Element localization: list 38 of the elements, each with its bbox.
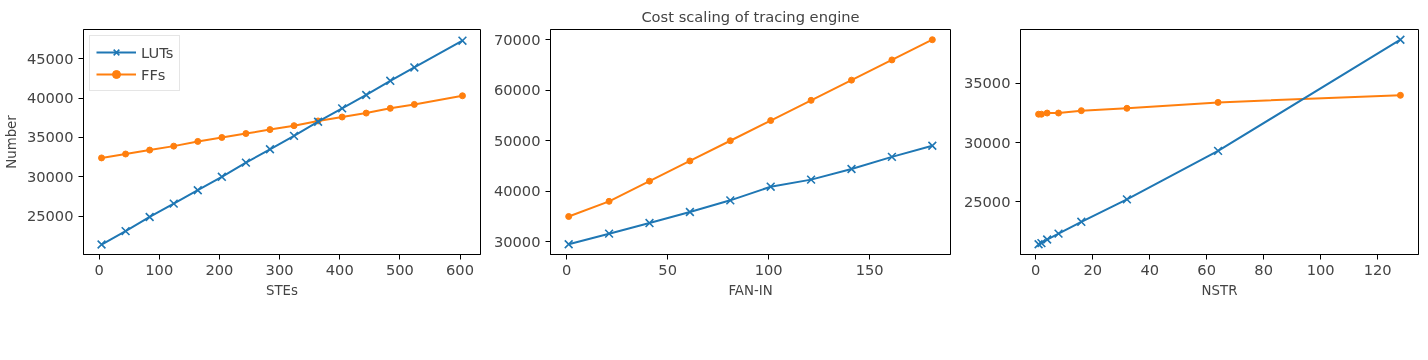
x-tick-label: 100: [145, 260, 174, 278]
y-tick-label: 35000: [963, 74, 1011, 92]
x-tick-label: 200: [205, 260, 234, 278]
y-tick-label: 50000: [493, 131, 541, 149]
y-tick-label: 40000: [26, 89, 74, 107]
x-tick-label: 60: [1197, 260, 1217, 278]
x-tick-label: 300: [265, 260, 294, 278]
y-tick-label: 25000: [26, 207, 74, 225]
y-tick-label: 40000: [493, 182, 541, 200]
y-tick-label: 45000: [26, 49, 74, 67]
legend-label: FFs: [141, 65, 166, 83]
y-tick-label: 30000: [26, 167, 74, 185]
x-tick-label: 0: [562, 260, 572, 278]
legend-label: LUTs: [141, 43, 174, 61]
x-tick-label: 120: [1363, 260, 1392, 278]
y-axis-title: Number: [3, 114, 19, 169]
x-tick-label: 600: [446, 260, 475, 278]
x-tick-label: 20: [1083, 260, 1103, 278]
x-tick-label: 0: [1031, 260, 1041, 278]
x-tick-label: 500: [385, 260, 414, 278]
x-tick-label: 150: [855, 260, 884, 278]
x-tick-label: 40: [1140, 260, 1160, 278]
y-tick-label: 30000: [493, 232, 541, 250]
x-axis-title: STEs: [266, 282, 299, 298]
y-tick-label: 30000: [963, 133, 1011, 151]
chart-title: Cost scaling of tracing engine: [641, 7, 860, 25]
y-tick-label: 35000: [26, 128, 74, 146]
x-axis-title: FAN-IN: [728, 282, 773, 298]
x-tick-label: 50: [658, 260, 677, 278]
x-axis-title: NSTR: [1201, 282, 1238, 298]
x-tick-label: 80: [1254, 260, 1273, 278]
y-tick-label: 70000: [493, 30, 541, 48]
x-tick-label: 100: [1306, 260, 1335, 278]
x-tick-label: 100: [754, 260, 783, 278]
x-tick-label: 400: [325, 260, 354, 278]
y-tick-label: 25000: [963, 192, 1011, 210]
y-tick-label: 60000: [493, 81, 541, 99]
x-tick-label: 0: [94, 260, 104, 278]
